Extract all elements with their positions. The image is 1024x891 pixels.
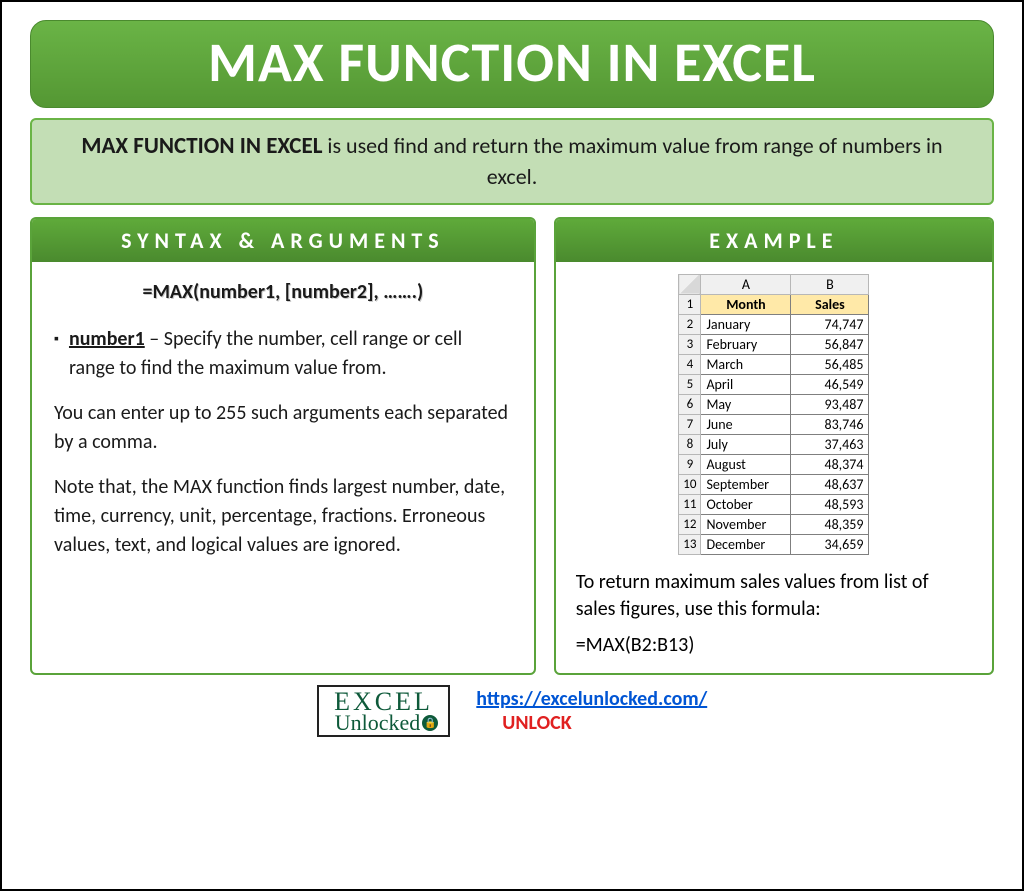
example-body: A B 1MonthSales2January74,7473February56… (556, 262, 992, 673)
cell-month: January (701, 314, 791, 334)
argument-row: ▪ number1 – Specify the number, cell ran… (54, 325, 512, 383)
cell-sales: 46,549 (791, 374, 869, 394)
logo-line2: Unlocked 🔒 (335, 713, 439, 733)
lock-icon: 🔒 (422, 715, 438, 731)
footer-link[interactable]: https://excelunlocked.com/ (476, 687, 707, 711)
cell-month: September (701, 474, 791, 494)
cell-sales: 56,485 (791, 354, 869, 374)
cell-month: October (701, 494, 791, 514)
table-wrap: A B 1MonthSales2January74,7473February56… (576, 274, 972, 555)
cell-month: July (701, 434, 791, 454)
row-header: 2 (679, 314, 701, 334)
cell-sales: 83,746 (791, 414, 869, 434)
row-header: 12 (679, 514, 701, 534)
cell-month: May (701, 394, 791, 414)
table-row: 5April46,549 (679, 374, 869, 394)
col-header-b: B (791, 274, 869, 294)
row-header: 1 (679, 294, 701, 314)
table-row: 2January74,747 (679, 314, 869, 334)
logo: EXCEL Unlocked 🔒 (317, 685, 451, 737)
cell-month: August (701, 454, 791, 474)
argument-text: number1 – Specify the number, cell range… (69, 325, 512, 383)
corner-cell (679, 274, 701, 294)
row-header: 6 (679, 394, 701, 414)
table-row: 11October48,593 (679, 494, 869, 514)
table-row: 3February56,847 (679, 334, 869, 354)
syntax-para2: Note that, the MAX function finds larges… (54, 473, 512, 560)
argument-name: number1 (69, 327, 145, 351)
syntax-formula: =MAX(number1, [number2], …….) (54, 278, 512, 307)
cell-month: December (701, 534, 791, 554)
table-row: 4March56,485 (679, 354, 869, 374)
title-bar: MAX FUNCTION IN EXCEL (30, 20, 994, 108)
description-bold: MAX FUNCTION IN EXCEL (81, 132, 322, 160)
bullet-icon: ▪ (54, 325, 59, 383)
cell-sales: 48,593 (791, 494, 869, 514)
cell-sales: 48,374 (791, 454, 869, 474)
cell-month: February (701, 334, 791, 354)
description-text: is used find and return the maximum valu… (322, 132, 942, 190)
table-row: 10September48,637 (679, 474, 869, 494)
cell-sales: 48,637 (791, 474, 869, 494)
table-row: 9August48,374 (679, 454, 869, 474)
row-header: 4 (679, 354, 701, 374)
cell-month: June (701, 414, 791, 434)
cell-sales: 37,463 (791, 434, 869, 454)
footer: EXCEL Unlocked 🔒 https://excelunlocked.c… (30, 685, 994, 737)
row-header: 10 (679, 474, 701, 494)
row-header: 8 (679, 434, 701, 454)
row-header: 13 (679, 534, 701, 554)
table-row: 13December34,659 (679, 534, 869, 554)
syntax-panel: SYNTAX & ARGUMENTS =MAX(number1, [number… (30, 217, 536, 675)
logo-line2-text: Unlocked (335, 713, 421, 733)
footer-unlock: UNLOCK (502, 711, 571, 735)
cell-month: April (701, 374, 791, 394)
table-row: 12November48,359 (679, 514, 869, 534)
row-header: 7 (679, 414, 701, 434)
example-caption: To return maximum sales values from list… (576, 569, 972, 623)
columns: SYNTAX & ARGUMENTS =MAX(number1, [number… (30, 217, 994, 675)
page-title: MAX FUNCTION IN EXCEL (31, 29, 993, 97)
cell-sales: 93,487 (791, 394, 869, 414)
example-heading: EXAMPLE (556, 219, 992, 262)
cell-sales: 34,659 (791, 534, 869, 554)
table-header-sales: Sales (791, 294, 869, 314)
syntax-heading: SYNTAX & ARGUMENTS (32, 219, 534, 262)
cell-sales: 74,747 (791, 314, 869, 334)
cell-month: November (701, 514, 791, 534)
example-formula: =MAX(B2:B13) (576, 633, 972, 657)
cell-month: March (701, 354, 791, 374)
table-row: 6May93,487 (679, 394, 869, 414)
row-header: 9 (679, 454, 701, 474)
footer-text: https://excelunlocked.com/ UNLOCK (476, 687, 707, 735)
row-header: 3 (679, 334, 701, 354)
table-row: 8July37,463 (679, 434, 869, 454)
cell-sales: 56,847 (791, 334, 869, 354)
row-header: 5 (679, 374, 701, 394)
description-bar: MAX FUNCTION IN EXCEL is used find and r… (30, 118, 994, 205)
syntax-body: =MAX(number1, [number2], …….) ▪ number1 … (32, 262, 534, 578)
table-row: 7June83,746 (679, 414, 869, 434)
syntax-para1: You can enter up to 255 such arguments e… (54, 399, 512, 457)
cell-sales: 48,359 (791, 514, 869, 534)
excel-table: A B 1MonthSales2January74,7473February56… (678, 274, 869, 555)
example-panel: EXAMPLE A B 1MonthSales2January74,7473Fe… (554, 217, 994, 675)
col-header-a: A (701, 274, 791, 294)
table-header-month: Month (701, 294, 791, 314)
row-header: 11 (679, 494, 701, 514)
